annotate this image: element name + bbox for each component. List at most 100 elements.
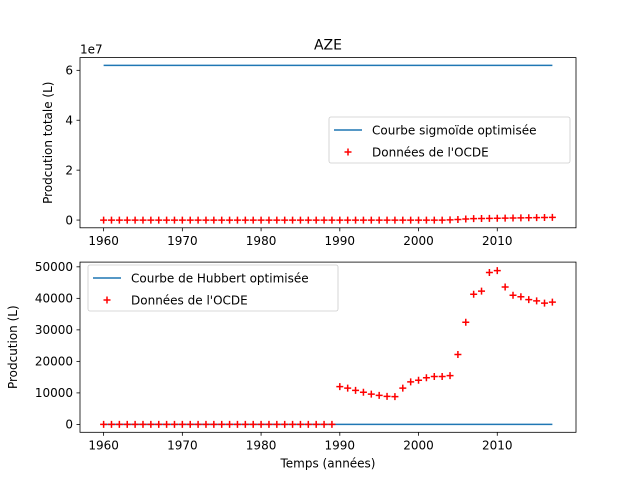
data-point bbox=[218, 420, 226, 428]
data-point bbox=[328, 216, 336, 224]
data-point bbox=[100, 420, 108, 428]
plot-frame-bottom bbox=[79, 261, 577, 433]
data-point bbox=[186, 420, 194, 428]
data-point bbox=[454, 215, 462, 223]
subplot-bottom: 1960 1970 1980 1990 2000 2010 0 10000 20000 30000… bbox=[6, 260, 577, 470]
data-point bbox=[478, 287, 486, 295]
y-tick-label: 0 bbox=[65, 213, 73, 227]
x-tick-label: 1990 bbox=[325, 234, 356, 248]
legend-entry: Courbe sigmoïde optimisée bbox=[372, 123, 537, 137]
x-tick-label: 2000 bbox=[403, 438, 434, 452]
data-point bbox=[470, 215, 478, 223]
data-point bbox=[107, 420, 115, 428]
data-point bbox=[422, 216, 430, 224]
data-point bbox=[170, 420, 178, 428]
data-point bbox=[296, 216, 304, 224]
data-point bbox=[367, 216, 375, 224]
x-tick-label: 1990 bbox=[325, 438, 356, 452]
y-tick-label: 0 bbox=[65, 418, 73, 432]
data-point bbox=[407, 216, 415, 224]
data-point bbox=[517, 293, 525, 301]
legend-marker-swatch bbox=[103, 296, 111, 304]
data-point bbox=[462, 318, 470, 326]
data-point bbox=[226, 420, 234, 428]
chart-title: AZE bbox=[314, 38, 342, 54]
y-axis-label: Prodcution (L) bbox=[6, 305, 20, 389]
data-point bbox=[399, 216, 407, 224]
y-tick-label: 4 bbox=[65, 114, 73, 128]
data-point bbox=[147, 216, 155, 224]
data-point bbox=[391, 393, 399, 401]
data-point bbox=[509, 214, 517, 222]
subplot-top: 1960 1970 1980 1990 2000 2010 0 2 4 6 1e7 AZE Prodcu… bbox=[41, 38, 577, 248]
y-tick-label: 50000 bbox=[35, 260, 73, 274]
x-tick-label: 1970 bbox=[167, 234, 198, 248]
data-point bbox=[249, 216, 257, 224]
x-tick-label: 1960 bbox=[88, 234, 119, 248]
x-axis-label: Temps (années) bbox=[280, 456, 376, 470]
x-tick-label: 1960 bbox=[88, 438, 119, 452]
y-tick-label: 40000 bbox=[35, 292, 73, 306]
data-point bbox=[312, 216, 320, 224]
data-point bbox=[493, 267, 501, 275]
data-point bbox=[548, 213, 556, 221]
data-point bbox=[517, 214, 525, 222]
data-point bbox=[470, 290, 478, 298]
data-point bbox=[399, 384, 407, 392]
data-point bbox=[533, 297, 541, 305]
data-point bbox=[485, 214, 493, 222]
data-point bbox=[241, 420, 249, 428]
data-point bbox=[446, 372, 454, 380]
data-point bbox=[218, 216, 226, 224]
data-point bbox=[226, 216, 234, 224]
data-point bbox=[391, 216, 399, 224]
data-point bbox=[383, 392, 391, 400]
legend-marker-swatch bbox=[344, 148, 352, 156]
data-point bbox=[415, 376, 423, 384]
legend-entry: Données de l'OCDE bbox=[372, 145, 489, 159]
x-tick-label: 2010 bbox=[482, 234, 513, 248]
legend: Courbe de Hubbert optimisée Données de l'… bbox=[87, 264, 339, 312]
y-axis-label: Prodcution totale (L) bbox=[41, 82, 55, 204]
legend-entry: Données de l'OCDE bbox=[131, 293, 248, 307]
x-tick-label: 2000 bbox=[403, 234, 434, 248]
data-point bbox=[438, 373, 446, 381]
data-point bbox=[367, 390, 375, 398]
plot-frame-top bbox=[79, 57, 577, 229]
data-point bbox=[407, 378, 415, 386]
data-point bbox=[155, 420, 163, 428]
data-point bbox=[446, 216, 454, 224]
data-point bbox=[147, 420, 155, 428]
data-point bbox=[312, 420, 320, 428]
data-point bbox=[509, 291, 517, 299]
data-point bbox=[186, 216, 194, 224]
data-point bbox=[115, 216, 123, 224]
y-tick-label: 20000 bbox=[35, 355, 73, 369]
data-point bbox=[422, 374, 430, 382]
data-point bbox=[304, 216, 312, 224]
data-point bbox=[257, 216, 265, 224]
data-point bbox=[289, 216, 297, 224]
data-point bbox=[273, 216, 281, 224]
data-point bbox=[194, 420, 202, 428]
y-tick-label: 2 bbox=[65, 163, 73, 177]
data-point bbox=[139, 216, 147, 224]
data-point bbox=[375, 216, 383, 224]
x-tick-label: 1980 bbox=[246, 234, 277, 248]
data-point bbox=[155, 216, 163, 224]
scatter-series bbox=[100, 213, 556, 224]
x-tick-label: 2010 bbox=[482, 438, 513, 452]
data-point bbox=[375, 391, 383, 399]
data-point bbox=[541, 299, 549, 307]
data-point bbox=[478, 214, 486, 222]
data-point bbox=[304, 420, 312, 428]
data-point bbox=[163, 216, 171, 224]
data-point bbox=[541, 213, 549, 221]
data-point bbox=[273, 420, 281, 428]
legend-box bbox=[87, 264, 339, 312]
data-point bbox=[210, 420, 218, 428]
data-point bbox=[170, 216, 178, 224]
data-point bbox=[194, 216, 202, 224]
